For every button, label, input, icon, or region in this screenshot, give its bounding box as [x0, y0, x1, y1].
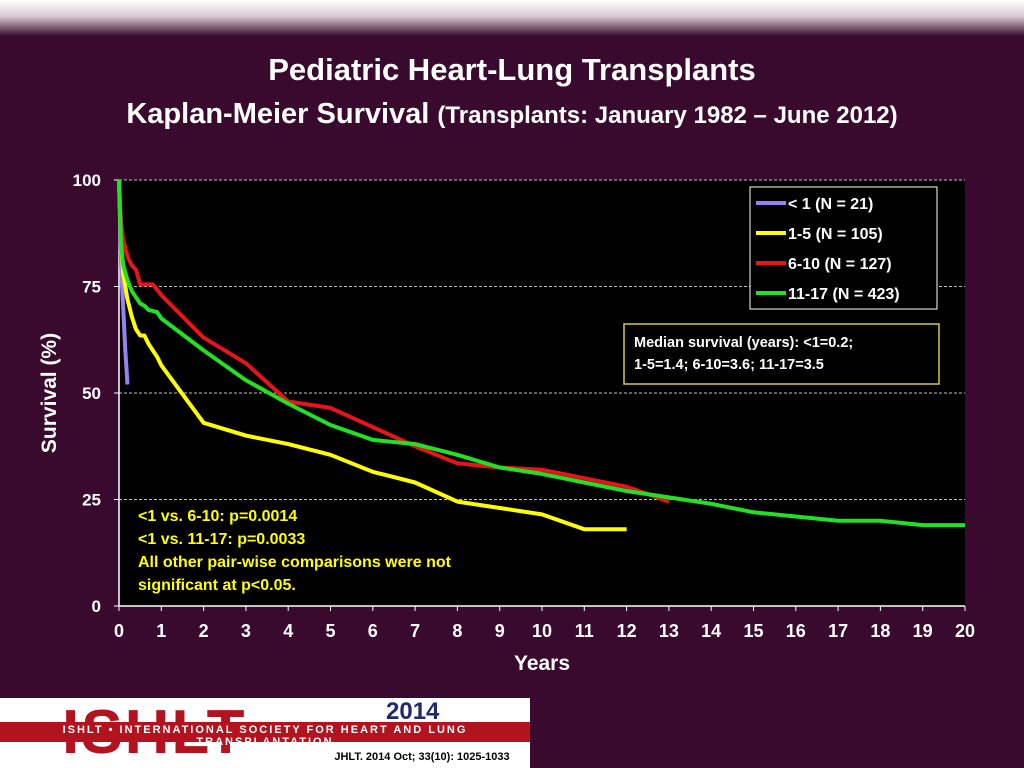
- x-tick-label: 10: [532, 621, 552, 641]
- chart-title: Pediatric Heart-Lung Transplants: [268, 52, 756, 87]
- x-tick-label: 8: [452, 621, 462, 641]
- x-tick-label: 6: [368, 621, 378, 641]
- x-tick-label: 18: [870, 621, 890, 641]
- org-name: ISHLT • INTERNATIONAL SOCIETY FOR HEART …: [62, 724, 468, 748]
- median-line-2: 1-5=1.4; 6-10=3.6; 11-17=3.5: [634, 357, 824, 373]
- top-gradient-bar: [0, 0, 1024, 36]
- x-tick-label: 17: [828, 621, 848, 641]
- footer-banner: ISHLT ISHLT • INTERNATIONAL SOCIETY FOR …: [0, 698, 530, 768]
- x-tick-label: 3: [241, 621, 251, 641]
- x-tick-label: 0: [114, 621, 124, 641]
- legend-label-3: 11-17 (N = 423): [788, 286, 900, 303]
- pvalue-line-1: <1 vs. 6-10: p=0.0014: [138, 508, 297, 525]
- legend-label-2: 6-10 (N = 127): [788, 256, 892, 273]
- pvalue-line-4: significant at p<0.05.: [138, 577, 296, 594]
- y-axis-label: Survival (%): [38, 333, 61, 453]
- x-tick-label: 19: [913, 621, 933, 641]
- x-tick-label: 7: [410, 621, 420, 641]
- legend-label-1: 1-5 (N = 105): [788, 226, 883, 243]
- report-year: 2014: [386, 698, 440, 725]
- x-tick-label: 2: [199, 621, 209, 641]
- legend: < 1 (N = 21) 1-5 (N = 105) 6-10 (N = 127) 1…: [749, 186, 938, 310]
- series-line-3: [117, 179, 965, 528]
- x-tick-label: 9: [495, 621, 505, 641]
- x-tick-label: 15: [743, 621, 763, 641]
- citation: JHLT. 2014 Oct; 33(10): 1025-1033: [314, 746, 530, 768]
- y-tick-label: 25: [82, 491, 101, 510]
- median-line-1: Median survival (years): <1=0.2;: [634, 335, 853, 351]
- median-box-frame: [623, 323, 940, 385]
- series-line-2: [117, 179, 670, 504]
- pvalue-line-2: <1 vs. 11-17: p=0.0033: [138, 531, 305, 548]
- legend-items: < 1 (N = 21) 1-5 (N = 105) 6-10 (N = 127) 1…: [756, 196, 900, 303]
- y-tick-label: 0: [92, 597, 101, 616]
- x-tick-label: 16: [786, 621, 806, 641]
- x-tick-label: 12: [617, 621, 637, 641]
- footer-red-bar: [0, 722, 530, 742]
- legend-label-0: < 1 (N = 21): [788, 196, 873, 213]
- subtitle-paren: (Transplants: January 1982 – June 2012): [437, 102, 898, 129]
- pvalue-annotation: <1 vs. 6-10: p=0.0014 <1 vs. 11-17: p=0.…: [138, 508, 452, 594]
- x-axis-label: Years: [514, 652, 570, 675]
- y-tick-label: 75: [82, 278, 101, 297]
- x-tick-label: 13: [659, 621, 679, 641]
- series-line-1: [117, 179, 627, 532]
- x-tick-label: 4: [283, 621, 293, 641]
- subtitle-main: Kaplan-Meier Survival: [126, 98, 430, 130]
- ishlt-logo: ISHLT: [62, 698, 247, 767]
- median-survival-box: Median survival (years): <1=0.2; 1-5=1.4…: [623, 323, 940, 385]
- x-tick-label: 14: [701, 621, 721, 641]
- x-tick-label: 1: [156, 621, 166, 641]
- pvalue-line-3: All other pair-wise comparisons were not: [138, 554, 452, 571]
- series-lines: [117, 179, 965, 532]
- chart-subtitle: Kaplan-Meier Survival (Transplants: Janu…: [0, 98, 1024, 131]
- x-tick-label: 5: [325, 621, 335, 641]
- y-tick-label: 50: [82, 384, 101, 403]
- y-tick-label: 100: [73, 171, 101, 190]
- x-tick-label: 20: [955, 621, 975, 641]
- x-tick-label: 11: [575, 621, 594, 641]
- legend-box: [749, 186, 938, 310]
